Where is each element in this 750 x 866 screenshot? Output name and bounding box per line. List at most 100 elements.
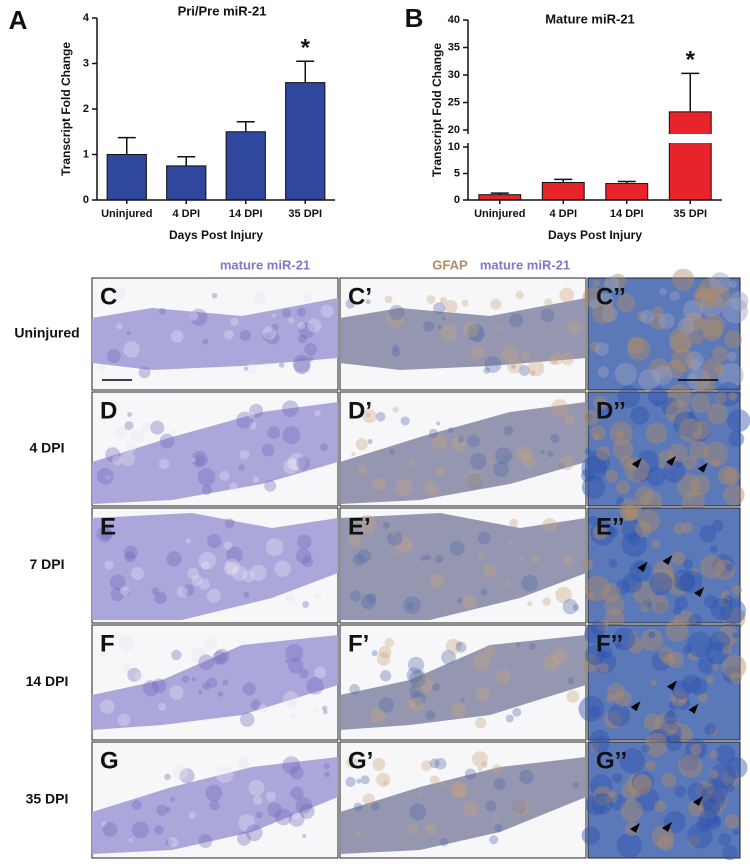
chart-title: Pri/Pre miR-21 <box>178 3 267 18</box>
y-tick-label: 0 <box>83 194 89 206</box>
tissue-texture <box>202 338 209 345</box>
tissue-texture <box>440 324 458 342</box>
tissue-texture <box>640 309 655 324</box>
tissue-texture <box>701 313 725 338</box>
tissue-texture <box>292 354 311 373</box>
tissue-texture <box>626 337 651 361</box>
panel-label: F’ <box>348 630 369 657</box>
tissue-texture <box>711 815 722 826</box>
tissue-texture <box>489 835 499 845</box>
tissue-texture <box>370 708 386 724</box>
tissue-texture <box>430 573 445 588</box>
tissue-texture <box>198 551 217 570</box>
tissue-texture <box>361 594 376 610</box>
row-label: 4 DPI <box>29 440 64 456</box>
tissue-texture <box>592 433 601 441</box>
tissue-texture <box>654 399 662 407</box>
tissue-texture <box>604 608 625 629</box>
tissue-texture <box>125 441 137 453</box>
image-frame <box>587 741 741 859</box>
tissue-texture <box>105 474 112 481</box>
bar <box>225 131 266 201</box>
tissue-texture <box>406 602 414 610</box>
tissue-texture <box>732 632 739 639</box>
tissue-texture <box>447 427 454 434</box>
tissue-texture <box>124 421 134 431</box>
tissue-texture <box>200 561 210 570</box>
tissue-texture <box>659 287 667 296</box>
tissue-texture <box>282 756 301 775</box>
tissue-texture <box>141 422 152 433</box>
tissue-texture <box>480 588 488 596</box>
tissue-texture <box>703 787 728 812</box>
tissue-texture <box>604 595 625 616</box>
micrograph: D’’ <box>581 382 750 515</box>
tissue-texture <box>409 803 427 821</box>
tissue-texture <box>409 697 424 712</box>
tissue-texture <box>451 436 467 452</box>
tissue-texture <box>159 433 175 449</box>
tissue-texture <box>96 467 114 485</box>
tissue-texture <box>282 691 299 708</box>
tissue-texture <box>353 802 363 812</box>
tissue-texture <box>581 826 601 845</box>
tissue-texture <box>297 322 306 330</box>
tissue-texture <box>620 455 634 469</box>
tissue-texture <box>591 792 613 815</box>
tissue-texture <box>706 815 721 830</box>
tissue-texture <box>657 834 674 851</box>
x-tick-label: 35 DPI <box>673 208 707 220</box>
tissue-texture <box>385 309 404 328</box>
tissue-texture <box>252 476 260 483</box>
tissue-texture <box>709 545 718 553</box>
tissue-texture <box>371 650 378 657</box>
tissue-texture <box>685 738 708 761</box>
tissue-texture <box>366 413 371 418</box>
tissue-texture <box>356 778 362 784</box>
tissue-texture <box>460 698 465 703</box>
tissue-texture <box>617 385 641 408</box>
tissue-texture <box>455 641 467 653</box>
tissue-texture <box>142 680 160 697</box>
tissue-texture <box>275 808 293 826</box>
tissue-texture <box>648 631 656 639</box>
tissue-texture <box>169 685 184 700</box>
tissue-texture <box>630 406 650 425</box>
tissue-texture <box>501 344 519 363</box>
axis-break-gap <box>460 134 722 143</box>
tissue-texture <box>444 299 458 314</box>
tissue-texture <box>375 412 386 422</box>
annotation: * <box>301 35 311 62</box>
tissue-texture <box>699 554 724 579</box>
tissue-texture <box>578 695 605 722</box>
tissue-texture <box>712 554 735 577</box>
tissue-texture <box>212 651 227 665</box>
tissue-texture <box>599 293 614 309</box>
tissue-texture <box>674 785 687 798</box>
tissue-texture <box>347 534 361 548</box>
tissue-texture <box>242 682 256 696</box>
tissue-texture <box>584 644 605 665</box>
tissue-texture <box>551 648 568 665</box>
tissue-texture <box>239 758 250 769</box>
tissue-texture <box>615 430 624 439</box>
tissue-texture <box>265 791 276 802</box>
tissue-texture <box>441 316 446 321</box>
tissue-texture <box>424 823 432 831</box>
tissue-texture <box>682 559 694 570</box>
tissue-texture <box>599 406 611 417</box>
bar <box>605 183 649 201</box>
tissue-texture <box>582 653 601 672</box>
tissue-texture <box>290 713 296 719</box>
tissue-texture <box>242 569 255 583</box>
tissue-texture <box>190 308 208 326</box>
tissue-texture <box>480 761 488 769</box>
tissue-texture <box>723 467 741 485</box>
tissue-texture <box>621 504 638 522</box>
tissue-texture <box>281 400 299 418</box>
tissue-texture <box>616 497 625 506</box>
tissue-texture <box>349 684 360 695</box>
image-frame <box>587 391 741 507</box>
tissue-texture <box>682 674 701 693</box>
tissue-texture <box>589 774 613 797</box>
